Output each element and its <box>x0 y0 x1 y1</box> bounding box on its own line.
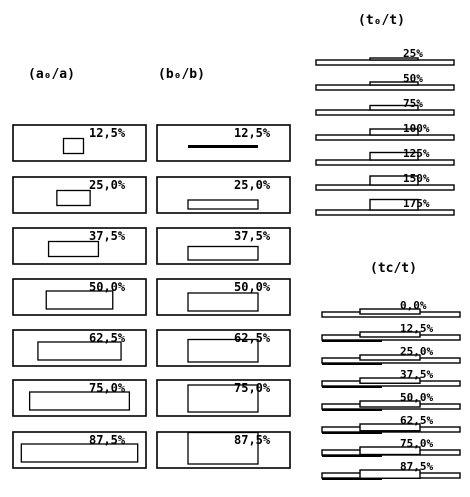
b-ratio-label: 75,0% <box>234 381 271 395</box>
header-td-ratio: (t₀/t) <box>358 13 405 28</box>
a-ratio-label: 62,5% <box>89 331 126 345</box>
tc-lower-plate <box>322 432 382 434</box>
tc-ratio-label: 87,5% <box>400 460 433 473</box>
b-inner-rect <box>187 199 259 210</box>
tc-lower-plate <box>322 478 382 480</box>
td-base-plate <box>315 59 455 66</box>
a-ratio-label: 75,0% <box>89 381 126 395</box>
header-tc-ratio: (tc/t) <box>370 261 417 276</box>
a-ratio-label: 37,5% <box>89 229 126 243</box>
tc-overlap-plate <box>359 377 421 384</box>
tc-ratio-label: 25,0% <box>400 345 433 358</box>
tc-ratio-label: 62,5% <box>400 414 433 427</box>
tc-overlap-plate <box>359 308 421 315</box>
a-ratio-label: 25,0% <box>89 178 126 192</box>
tc-ratio-label: 50,0% <box>400 391 433 404</box>
b-outer-box <box>156 124 291 162</box>
b-ratio-label: 37,5% <box>234 229 271 243</box>
td-ratio-label: 150% <box>403 172 430 185</box>
b-ratio-label: 25,0% <box>234 178 271 192</box>
a-inner-rect <box>45 290 114 310</box>
tc-ratio-label: 37,5% <box>400 368 433 381</box>
b-inner-rect <box>187 292 259 312</box>
b-ratio-column: 12,5% 25,0% 37,5% 50,0% 62,5% 75,0% 87,5% <box>156 124 291 469</box>
td-ratio-label: 175% <box>403 197 430 210</box>
b-outer-box <box>156 176 291 214</box>
a-outer-box <box>12 124 147 162</box>
tc-overlap-plate <box>359 400 421 408</box>
tc-ratio-label: 75,0% <box>400 437 433 450</box>
tc-overlap-plate <box>359 331 421 338</box>
b-outer-box <box>156 227 291 265</box>
td-base-plate <box>315 109 455 116</box>
td-ratio-label: 100% <box>403 122 430 135</box>
td-step <box>369 128 419 136</box>
td-step <box>369 57 419 61</box>
tc-lower-plate <box>322 409 382 411</box>
td-step <box>369 175 419 186</box>
tc-overlap-plate <box>359 354 421 361</box>
td-base-plate <box>315 159 455 166</box>
tc-overlap-plate <box>359 423 421 432</box>
a-inner-rect <box>62 137 85 155</box>
a-outer-box <box>12 329 147 367</box>
b-outer-box <box>156 329 291 367</box>
a-ratio-column: 12,5% 25,0% 37,5% 50,0% 62,5% 75,0% 87,5% <box>12 124 147 469</box>
td-step <box>369 104 419 111</box>
tc-ratio-label: 12,5% <box>400 322 433 335</box>
b-ratio-label: 12,5% <box>234 126 271 140</box>
td-step <box>369 151 419 161</box>
td-ratio-label: 25% <box>403 47 423 60</box>
b-inner-rect <box>187 338 259 363</box>
a-ratio-label: 12,5% <box>89 126 126 140</box>
a-inner-rect <box>56 189 91 207</box>
tc-lower-plate <box>322 340 382 342</box>
tc-lower-plate <box>322 386 382 388</box>
a-inner-rect <box>37 341 122 361</box>
a-outer-box <box>12 176 147 214</box>
b-inner-rect <box>188 145 258 148</box>
b-inner-rect <box>187 384 259 413</box>
td-step <box>369 198 419 211</box>
a-inner-rect <box>20 443 139 463</box>
b-outer-box <box>156 379 291 417</box>
a-outer-box <box>12 278 147 316</box>
a-inner-rect <box>47 240 100 258</box>
b-inner-rect <box>187 245 259 261</box>
td-base-plate <box>315 84 455 91</box>
tc-overlap-plate <box>359 446 421 456</box>
a-inner-rect <box>28 391 131 411</box>
a-ratio-label: 87,5% <box>89 433 126 447</box>
b-outer-box <box>156 278 291 316</box>
td-ratio-label: 75% <box>403 97 423 110</box>
td-base-plate <box>315 209 455 216</box>
tc-ratio-label: 0,0% <box>400 299 427 312</box>
b-ratio-label: 50,0% <box>234 280 271 294</box>
td-ratio-column: 25% 50% 75% 100% 125% 150% 175% <box>315 47 455 216</box>
tc-lower-plate <box>322 455 382 457</box>
a-outer-box <box>12 227 147 265</box>
td-base-plate <box>315 184 455 191</box>
header-b-ratio: (b₀/b) <box>158 67 205 82</box>
tc-lower-plate <box>322 363 382 365</box>
td-ratio-label: 50% <box>403 72 423 85</box>
b-ratio-label: 87,5% <box>234 433 271 447</box>
tc-ratio-column: 0,0% 12,5% 25,0% 37,5% 50,0% 62,5% 75,0% 87,5% <box>321 299 461 480</box>
a-outer-box <box>12 431 147 469</box>
td-base-plate <box>315 134 455 141</box>
a-outer-box <box>12 379 147 417</box>
td-step <box>369 81 419 86</box>
header-a-ratio: (a₀/a) <box>28 67 75 82</box>
tc-overlap-plate <box>359 469 421 479</box>
td-ratio-label: 125% <box>403 147 430 160</box>
b-inner-rect <box>187 431 259 465</box>
b-ratio-label: 62,5% <box>234 331 271 345</box>
a-ratio-label: 50,0% <box>89 280 126 294</box>
